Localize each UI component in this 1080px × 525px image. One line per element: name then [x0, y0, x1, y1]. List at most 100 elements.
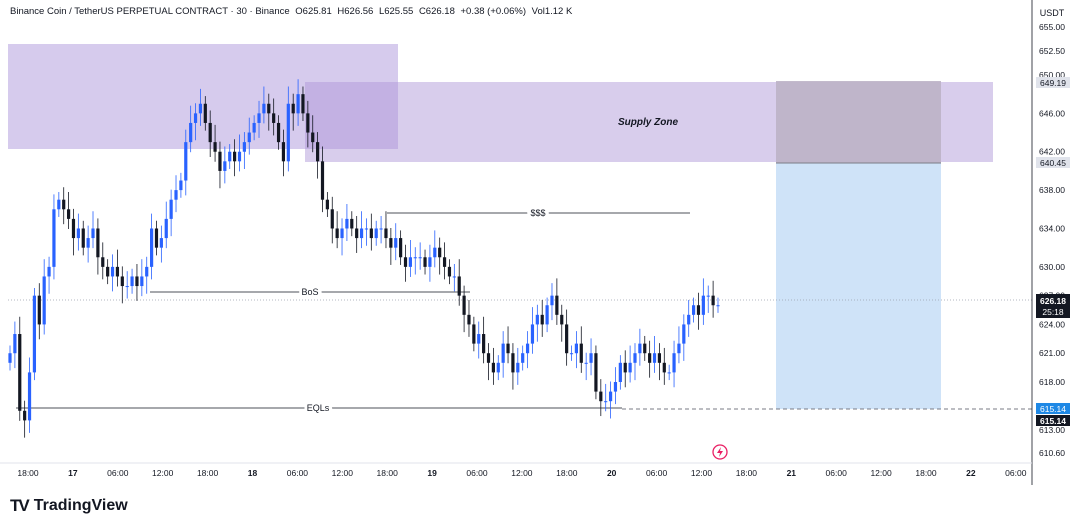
candle-body — [47, 266, 51, 277]
time-tick-4: 18:00 — [197, 468, 219, 478]
badge-current-bg — [1036, 294, 1070, 318]
candle-body — [472, 324, 476, 344]
candle-body — [560, 314, 564, 325]
time-tick-22: 06:00 — [1005, 468, 1027, 478]
candle-body — [252, 122, 256, 133]
lightning-bolt-glyph — [717, 447, 723, 457]
lightning-icon[interactable] — [712, 444, 728, 460]
time-tick-0: 18:00 — [17, 468, 39, 478]
candle-body — [71, 218, 76, 239]
candle-body — [447, 266, 452, 277]
candle-body — [296, 94, 300, 114]
candle-body — [42, 276, 46, 325]
candle-body — [374, 228, 378, 239]
price-tick-13: 610.60 — [1039, 448, 1065, 458]
time-tick-18: 06:00 — [826, 468, 848, 478]
candle-body — [667, 372, 671, 374]
candle-body — [599, 391, 603, 402]
candle-body — [193, 113, 198, 123]
supply-zone-label: Supply Zone — [618, 117, 678, 128]
candle-body — [345, 218, 349, 229]
candle-body — [462, 295, 466, 315]
badge-lower-bg — [1036, 157, 1070, 168]
candle-body — [272, 113, 276, 123]
candle-body — [208, 122, 212, 143]
time-tick-3: 12:00 — [152, 468, 174, 478]
candle-body — [423, 257, 427, 267]
candle-body — [316, 142, 320, 162]
candle-body — [672, 353, 676, 373]
candle-body — [491, 362, 495, 373]
candle-body — [565, 324, 569, 354]
candle-body — [677, 343, 681, 354]
currency-label: USDT — [1040, 8, 1065, 18]
candle-body — [335, 228, 339, 239]
eqls-label: EQLs — [307, 403, 330, 413]
candle-body — [110, 266, 115, 277]
candle-body — [716, 305, 720, 307]
candle-body — [594, 353, 598, 392]
time-tick-11: 12:00 — [511, 468, 533, 478]
candle-body — [428, 257, 432, 267]
candle-body — [164, 218, 168, 239]
candle-body — [106, 266, 110, 277]
candles-group — [8, 79, 720, 438]
price-tick-11: 618.00 — [1039, 377, 1065, 387]
candle-body — [662, 362, 666, 373]
candle-body — [140, 276, 144, 287]
sss-label: $$$ — [530, 208, 545, 218]
candle-body — [486, 353, 491, 363]
time-axis[interactable]: 18:00 17 06:00 12:00 18:00 18 06:00 12:00 18:00 1… — [17, 468, 1026, 478]
candle-body — [657, 353, 662, 363]
candle-body — [369, 228, 373, 239]
candle-body — [403, 257, 408, 267]
candle-body — [135, 276, 139, 287]
candle-body — [438, 247, 442, 258]
candle-body — [62, 199, 66, 210]
badge-eql-a-bg — [1036, 403, 1070, 414]
candle-body — [23, 410, 27, 421]
candle-body — [330, 209, 334, 229]
candle-body — [18, 334, 22, 411]
candle-body — [174, 190, 178, 200]
tradingview-logo[interactable]: TV TradingView — [10, 496, 128, 516]
candle-body — [267, 103, 271, 114]
price-tick-6: 634.00 — [1039, 223, 1065, 233]
candle-body — [604, 401, 608, 403]
candle-body — [652, 353, 657, 363]
candle-body — [91, 228, 95, 239]
candle-body — [711, 295, 715, 306]
candle-body — [643, 343, 647, 354]
candle-body — [638, 343, 642, 354]
candle-body — [154, 228, 159, 248]
candle-body — [525, 343, 530, 354]
candle-body — [218, 151, 222, 171]
candle-body — [701, 295, 705, 315]
badge-upper: 649.19 — [1040, 78, 1066, 88]
candle-body — [648, 353, 652, 363]
candle-body — [687, 314, 691, 325]
candle-body — [291, 103, 295, 114]
time-tick-16: 18:00 — [736, 468, 758, 478]
time-tick-20: 18:00 — [915, 468, 937, 478]
price-tick-7: 630.00 — [1039, 262, 1065, 272]
candle-body — [613, 382, 618, 392]
candle-body — [511, 353, 515, 373]
candle-body — [169, 199, 173, 219]
candle-body — [76, 228, 80, 239]
candle-body — [262, 103, 266, 114]
candle-body — [608, 391, 613, 402]
candle-body — [623, 362, 627, 373]
candle-body — [359, 228, 364, 239]
candle-body — [706, 295, 710, 297]
candle-body — [57, 199, 61, 210]
candle-body — [696, 305, 701, 315]
candle-body — [394, 238, 398, 248]
price-tick-12: 613.00 — [1039, 425, 1065, 435]
candle-body — [276, 122, 281, 143]
candle-body — [521, 353, 525, 363]
time-tick-9: 19 — [427, 468, 437, 478]
time-tick-2: 06:00 — [107, 468, 129, 478]
candle-body — [101, 257, 105, 267]
